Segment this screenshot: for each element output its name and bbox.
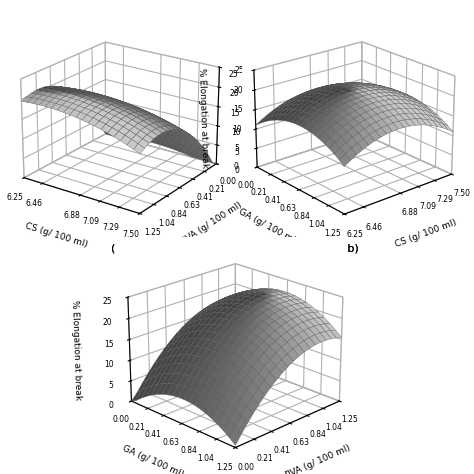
X-axis label: PVA (g/ 100 ml): PVA (g/ 100 ml) xyxy=(284,443,352,474)
Text: (a): (a) xyxy=(111,243,126,253)
Text: (a): (a) xyxy=(111,243,126,253)
Y-axis label: PVA (g/ 100 ml): PVA (g/ 100 ml) xyxy=(180,201,244,246)
Text: (b): (b) xyxy=(343,243,359,253)
Y-axis label: GA (g/ 100 ml): GA (g/ 100 ml) xyxy=(237,207,300,246)
X-axis label: CS (g/ 100 ml): CS (g/ 100 ml) xyxy=(24,222,89,250)
Y-axis label: GA (g/ 100 ml): GA (g/ 100 ml) xyxy=(121,444,185,474)
X-axis label: CS (g/ 100 ml): CS (g/ 100 ml) xyxy=(394,218,458,248)
Text: (b): (b) xyxy=(343,243,359,253)
